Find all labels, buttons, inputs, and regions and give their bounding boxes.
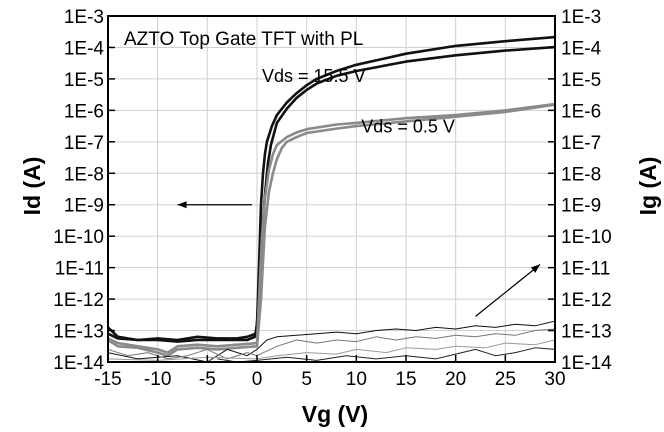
x-tick-label: -15 <box>94 369 121 390</box>
y-tick-label-left: 1E-3 <box>64 7 104 28</box>
y-tick-label-right: 1E-8 <box>561 164 601 185</box>
y-tick-label-right: 1E-9 <box>561 196 601 217</box>
id-curve <box>107 45 556 342</box>
y-tick-label-right: 1E-5 <box>561 70 601 91</box>
arrow-line <box>475 264 541 317</box>
y-tick-label-left: 1E-12 <box>53 290 104 311</box>
y-tick-label-right: 1E-10 <box>561 227 612 248</box>
y-tick-label-right: 1E-14 <box>561 353 612 374</box>
id-curve <box>107 102 556 354</box>
y-tick-label-left: 1E-6 <box>64 101 104 122</box>
y-tick-label-right: 1E-3 <box>561 7 601 28</box>
arrow-head <box>177 201 187 209</box>
y-tick-label-left: 1E-5 <box>64 70 104 91</box>
y-tick-label-left: 1E-8 <box>64 164 104 185</box>
ig-curve <box>217 347 556 363</box>
y-tick-label-left: 1E-13 <box>53 322 104 343</box>
series-lines <box>107 35 556 363</box>
x-tick-label: 10 <box>346 369 367 390</box>
annotation-arrows <box>177 201 541 317</box>
x-tick-label: 30 <box>544 369 565 390</box>
x-tick-label: 15 <box>395 369 416 390</box>
ig-curve <box>107 339 556 361</box>
x-tick-label: -5 <box>199 369 216 390</box>
chart-title: AZTO Top Gate TFT with PL <box>124 29 363 50</box>
y-tick-label-left: 1E-9 <box>64 196 104 217</box>
x-tick-label: 5 <box>301 369 312 390</box>
x-tick-label: 0 <box>252 369 263 390</box>
curve-annotation: Vds = 0.5 V <box>361 116 455 136</box>
y-tick-label-left: 1E-4 <box>64 38 105 59</box>
x-tick-label: 25 <box>495 369 516 390</box>
y-tick-label-right: 1E-13 <box>561 322 612 343</box>
tick-labels: -15 -10 -5 0 5 10 15 20 25 30 1E-3 1E-3 1E-4 1E-4 1E-5… <box>53 7 612 390</box>
y-tick-label-left: 1E-11 <box>55 259 104 280</box>
y-tick-label-left: 1E-14 <box>53 353 104 374</box>
grid-lines <box>108 16 555 362</box>
id-curve <box>107 35 556 343</box>
curve-annotation: Vds = 15.5 V <box>262 66 366 86</box>
y-axis-label-left: Id (A) <box>19 157 45 216</box>
x-tick-label: 20 <box>445 369 466 390</box>
annotations: Vds = 15.5 V Vds = 0.5 V <box>262 66 455 136</box>
id-curve <box>107 103 556 357</box>
ig-curve <box>107 328 556 360</box>
y-tick-label-left: 1E-10 <box>53 227 104 248</box>
x-tick-label: -10 <box>144 369 171 390</box>
ig-curve <box>107 320 556 363</box>
y-tick-label-right: 1E-12 <box>561 290 612 311</box>
x-axis-label: Vg (V) <box>302 401 368 427</box>
y-tick-label-right: 1E-7 <box>561 133 601 154</box>
y-tick-label-right: 1E-4 <box>561 38 602 59</box>
arrow-head <box>530 264 541 273</box>
plot-frame <box>107 15 556 363</box>
y-axis-label-right: Ig (A) <box>635 157 661 216</box>
y-tick-label-right: 1E-6 <box>561 101 601 122</box>
y-tick-label-left: 1E-7 <box>64 133 104 154</box>
y-tick-label-right: 1E-11 <box>561 259 610 280</box>
